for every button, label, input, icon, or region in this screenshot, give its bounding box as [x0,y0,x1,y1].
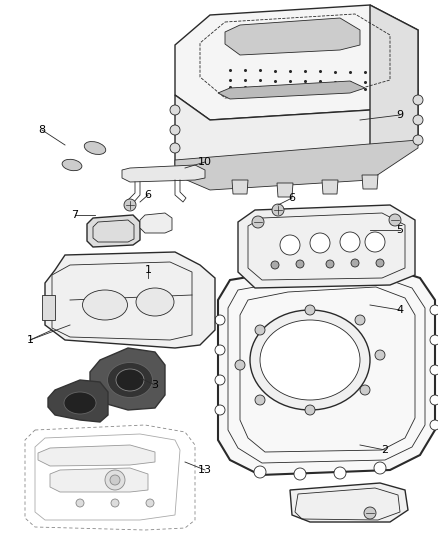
Circle shape [105,470,125,490]
Circle shape [255,395,265,405]
Circle shape [215,375,225,385]
Polygon shape [87,215,140,247]
Ellipse shape [136,288,174,316]
Circle shape [280,235,300,255]
Circle shape [430,420,438,430]
Polygon shape [277,183,293,197]
Polygon shape [370,5,418,175]
Polygon shape [90,348,165,410]
Circle shape [430,305,438,315]
Ellipse shape [62,159,82,171]
Circle shape [111,499,119,507]
Circle shape [389,214,401,226]
Circle shape [235,360,245,370]
Ellipse shape [84,142,106,155]
Circle shape [334,467,346,479]
Circle shape [296,260,304,268]
Ellipse shape [260,320,360,400]
Circle shape [255,325,265,335]
Circle shape [413,135,423,145]
Circle shape [430,395,438,405]
Circle shape [215,315,225,325]
Circle shape [170,143,180,153]
Circle shape [375,350,385,360]
Polygon shape [50,468,148,492]
Circle shape [254,466,266,478]
Ellipse shape [107,362,152,398]
Circle shape [430,335,438,345]
Circle shape [340,232,360,252]
Polygon shape [38,445,155,466]
Text: 1: 1 [27,335,33,345]
Circle shape [252,216,264,228]
Text: 2: 2 [381,445,389,455]
Circle shape [76,499,84,507]
Ellipse shape [82,290,127,320]
Circle shape [413,115,423,125]
Polygon shape [122,165,205,182]
Text: 7: 7 [71,210,78,220]
Polygon shape [322,180,338,194]
Circle shape [170,105,180,115]
Ellipse shape [64,392,96,414]
Circle shape [355,315,365,325]
Polygon shape [218,81,365,99]
Polygon shape [218,265,435,475]
Polygon shape [140,213,172,233]
Polygon shape [232,180,248,194]
Text: 6: 6 [145,190,152,200]
Circle shape [310,233,330,253]
Text: 9: 9 [396,110,403,120]
Text: 5: 5 [396,225,403,235]
Polygon shape [45,252,215,348]
Text: 8: 8 [39,125,46,135]
Polygon shape [175,90,418,185]
Text: 4: 4 [396,305,403,315]
Circle shape [365,232,385,252]
Text: 13: 13 [198,465,212,475]
Circle shape [170,125,180,135]
Circle shape [376,259,384,267]
Polygon shape [290,483,408,522]
Circle shape [272,204,284,216]
Circle shape [305,305,315,315]
Ellipse shape [116,369,144,391]
Polygon shape [175,5,418,120]
Circle shape [294,468,306,480]
Circle shape [430,365,438,375]
Text: 6: 6 [289,193,296,203]
Ellipse shape [250,310,370,410]
Circle shape [305,405,315,415]
Polygon shape [238,205,415,288]
Text: 1: 1 [145,265,152,275]
Polygon shape [175,140,418,190]
Polygon shape [48,380,108,422]
Circle shape [364,507,376,519]
Circle shape [271,261,279,269]
Circle shape [413,95,423,105]
Polygon shape [42,295,55,320]
Circle shape [215,345,225,355]
Polygon shape [225,18,360,55]
Circle shape [215,405,225,415]
Circle shape [374,462,386,474]
Text: 3: 3 [152,380,159,390]
Polygon shape [25,425,195,530]
Polygon shape [362,175,378,189]
Circle shape [360,385,370,395]
Circle shape [351,259,359,267]
Circle shape [124,199,136,211]
Circle shape [146,499,154,507]
Circle shape [110,475,120,485]
Text: 10: 10 [198,157,212,167]
Circle shape [326,260,334,268]
